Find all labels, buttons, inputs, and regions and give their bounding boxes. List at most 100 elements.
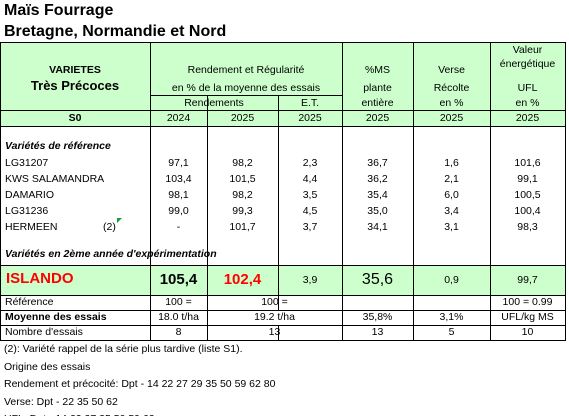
ms-sub: entière bbox=[361, 97, 394, 109]
verse: Verse bbox=[438, 64, 465, 76]
trial-name: ISLANDO bbox=[6, 270, 74, 287]
trial-cell: 99,7 bbox=[517, 274, 538, 286]
footer-cell: 100 = bbox=[165, 296, 192, 308]
note-marker bbox=[117, 218, 122, 223]
rule bbox=[0, 325, 566, 326]
trial-cell: 0,9 bbox=[444, 274, 459, 286]
footer-cell: 5 bbox=[448, 326, 455, 338]
rule bbox=[207, 95, 208, 295]
verse-sub: Récolte bbox=[433, 82, 470, 94]
cell: 3,1 bbox=[444, 221, 459, 233]
footer-cell: 10 bbox=[521, 326, 534, 338]
trial-cell: 105,4 bbox=[159, 271, 198, 288]
cell: 2,3 bbox=[302, 157, 318, 169]
variety-name: HERMEEN bbox=[5, 221, 58, 233]
cell: 2,1 bbox=[444, 173, 459, 185]
footer-cell: UFL/kg MS bbox=[501, 311, 554, 323]
ufl-sub: en % bbox=[515, 97, 540, 109]
cell: 103,4 bbox=[165, 173, 192, 185]
ufl: Valeur bbox=[512, 44, 543, 56]
cell: 36,2 bbox=[367, 173, 388, 185]
year: 2025 bbox=[439, 112, 464, 124]
subtitle: Bretagne, Normandie et Nord bbox=[4, 23, 227, 40]
footer-cell: 19.2 t/ha bbox=[254, 311, 295, 323]
note: Origine des essais bbox=[4, 360, 91, 373]
cell: - bbox=[176, 221, 181, 233]
cell: 1,6 bbox=[444, 157, 459, 169]
code: S0 bbox=[68, 112, 82, 124]
rendement-sub: en % de la moyenne des essais bbox=[171, 82, 321, 94]
cell: 100,5 bbox=[514, 189, 541, 201]
cell: 98,3 bbox=[517, 221, 538, 233]
rendements: Rendements bbox=[184, 97, 244, 109]
cell: 4,4 bbox=[302, 173, 318, 185]
footer-label: Moyenne des essais bbox=[5, 311, 107, 323]
cell: 35,4 bbox=[367, 189, 388, 201]
rendement-title: Rendement et Régularité bbox=[187, 64, 305, 76]
rule bbox=[150, 95, 343, 96]
year: 2024 bbox=[166, 112, 191, 124]
cell: 3,7 bbox=[302, 221, 318, 233]
cell: 36,7 bbox=[367, 157, 388, 169]
footer-cell: 13 bbox=[371, 326, 384, 338]
cell: 34,1 bbox=[367, 221, 388, 233]
cell: 99,1 bbox=[517, 173, 538, 185]
trial-bg bbox=[0, 265, 565, 295]
cell: 98,1 bbox=[168, 189, 189, 201]
section-title: Variétés de référence bbox=[5, 140, 111, 152]
rule bbox=[0, 340, 566, 341]
rule bbox=[565, 42, 566, 340]
cell: 97,1 bbox=[168, 157, 189, 169]
rule bbox=[0, 295, 566, 296]
year: 2025 bbox=[365, 112, 390, 124]
cell: 101,6 bbox=[514, 157, 541, 169]
cell: 35,0 bbox=[367, 205, 388, 217]
rule bbox=[0, 126, 566, 127]
cell: 99,0 bbox=[168, 205, 189, 217]
footer-cell: 100 = bbox=[261, 296, 288, 308]
footer-cell: 13 bbox=[268, 326, 281, 338]
rule bbox=[278, 95, 279, 295]
rule bbox=[278, 325, 279, 340]
footer-cell: 100 = 0.99 bbox=[502, 296, 553, 308]
rule bbox=[490, 42, 491, 340]
rule bbox=[413, 42, 414, 340]
header-bg bbox=[0, 42, 565, 126]
year: 2025 bbox=[515, 112, 540, 124]
year: 2025 bbox=[298, 112, 322, 124]
note: (2): Variété rappel de la série plus tar… bbox=[4, 343, 243, 355]
trial-cell: 35,6 bbox=[361, 271, 394, 288]
footer-cell: 18.0 t/ha bbox=[158, 311, 199, 323]
ms: %MS bbox=[364, 64, 391, 76]
title: Maïs Fourrage bbox=[4, 2, 114, 19]
footer-label: Référence bbox=[5, 296, 54, 308]
cell: 4,5 bbox=[302, 205, 318, 217]
cell: 101,5 bbox=[229, 173, 256, 185]
cell: 3,5 bbox=[302, 189, 318, 201]
rule bbox=[278, 295, 279, 310]
variety-name: LG31207 bbox=[5, 157, 49, 169]
rule bbox=[0, 110, 566, 111]
variety-name: LG31236 bbox=[5, 205, 49, 217]
footer-label: Nombre d'essais bbox=[5, 326, 83, 338]
variety-name: KWS SALAMANDRA bbox=[5, 173, 105, 185]
et: E.T. bbox=[300, 97, 320, 109]
rule bbox=[0, 42, 1, 340]
cell: 98,2 bbox=[232, 189, 253, 201]
variety-name: DAMARIO bbox=[5, 189, 55, 201]
footer-cell: 3,1% bbox=[439, 311, 464, 323]
cell: 3,4 bbox=[444, 205, 459, 217]
group: Très Précoces bbox=[30, 78, 120, 93]
varietes: VARIETES bbox=[49, 64, 101, 76]
variety-note: (2) bbox=[103, 221, 116, 233]
rule bbox=[0, 310, 566, 311]
footer-cell: 8 bbox=[175, 326, 182, 338]
note: Rendement et précocité: Dpt - 14 22 27 2… bbox=[4, 378, 276, 390]
cell: 6,0 bbox=[444, 189, 459, 201]
rule bbox=[0, 42, 566, 43]
ufl: énergétique bbox=[499, 58, 556, 70]
ufl-sub: UFL bbox=[517, 82, 538, 94]
note: Verse: Dpt - 22 35 50 62 bbox=[4, 395, 118, 408]
cell: 98,2 bbox=[232, 157, 253, 169]
ms-sub: plante bbox=[363, 82, 392, 94]
